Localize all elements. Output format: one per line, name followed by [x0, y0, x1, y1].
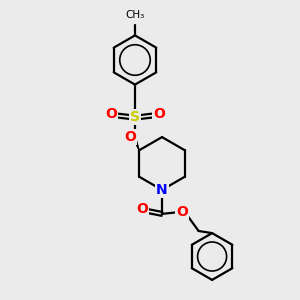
Text: O: O: [176, 206, 188, 219]
Text: S: S: [130, 110, 140, 124]
Text: O: O: [136, 202, 148, 216]
Text: N: N: [156, 183, 168, 197]
Text: CH₃: CH₃: [125, 10, 145, 20]
Polygon shape: [130, 131, 139, 150]
Text: O: O: [124, 130, 136, 144]
Text: O: O: [105, 107, 117, 121]
Text: O: O: [153, 107, 165, 121]
